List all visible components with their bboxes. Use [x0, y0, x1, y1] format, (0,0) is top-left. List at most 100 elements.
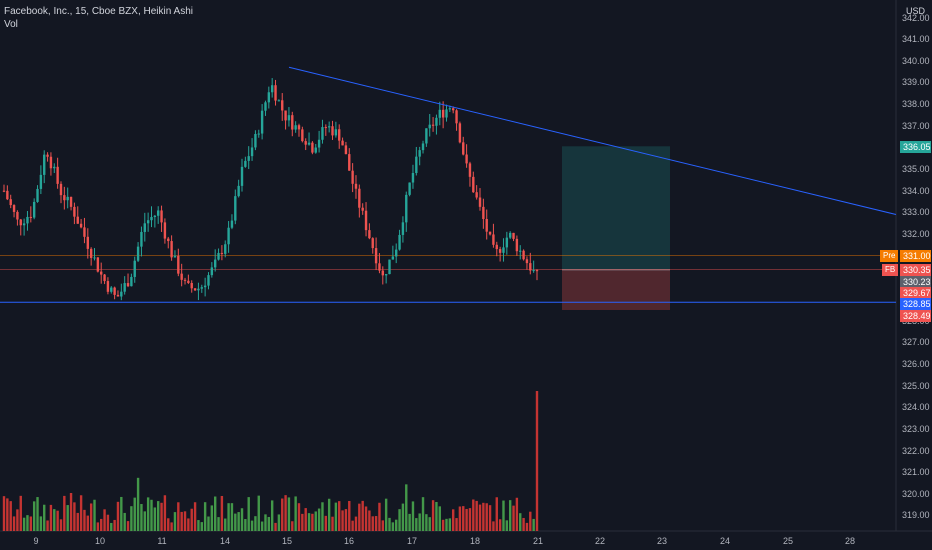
volume-bar [535, 391, 539, 531]
candle-body [358, 188, 361, 208]
candle-body [465, 154, 468, 164]
candle-body [462, 142, 465, 155]
candle-body [213, 259, 217, 268]
volume-bar [207, 516, 210, 531]
volume-bar [123, 512, 126, 531]
candle-body [260, 110, 264, 134]
volume-bar [492, 521, 495, 531]
candle-body [371, 238, 374, 249]
candle-body [19, 219, 22, 226]
volume-bar [488, 505, 492, 531]
candle-body [93, 257, 96, 259]
candle-body [435, 117, 438, 126]
candle-body [304, 141, 307, 145]
volume-bar [441, 519, 445, 531]
candle-body [69, 196, 73, 207]
candle-body [110, 287, 113, 292]
volume-bar [116, 501, 120, 531]
volume-bar [371, 516, 374, 531]
candle-body [46, 154, 49, 157]
candle-body [455, 110, 458, 124]
time-tick-label: 18 [469, 536, 481, 546]
last-price-tag: 330.35 [900, 264, 931, 276]
volume-bar [324, 515, 328, 531]
candle-body [301, 129, 304, 142]
candle-body [475, 192, 478, 198]
candle-body [113, 287, 116, 295]
candle-body [210, 267, 214, 276]
volume-bar [398, 509, 401, 531]
volume-bar [250, 520, 254, 531]
volume-bar [284, 495, 287, 531]
candle-body [421, 143, 425, 151]
volume-bar [508, 500, 512, 531]
descending-trend-line [288, 66, 897, 216]
candle-body [106, 281, 110, 292]
volume-bar [401, 503, 405, 531]
volume-bar [113, 519, 116, 531]
candle-body [418, 150, 421, 157]
price-tick-label: 338.00 [902, 99, 930, 110]
currency-label: USD [906, 6, 926, 16]
candle-body [448, 108, 452, 110]
candle-body [525, 259, 529, 264]
volume-bar [391, 522, 395, 531]
candle-body [428, 124, 431, 129]
volume-bar [327, 498, 331, 531]
volume-bar [240, 508, 244, 531]
time-tick-label: 25 [782, 536, 794, 546]
candle-body [153, 215, 157, 218]
volume-bar [183, 511, 187, 531]
volume-bar [267, 516, 271, 531]
volume-bar [512, 505, 515, 531]
time-tick-label: 9 [33, 536, 39, 546]
candle-body [287, 115, 291, 121]
price-tick-label: 334.00 [902, 185, 930, 196]
volume-bar [468, 508, 472, 531]
volume-bar [428, 517, 431, 531]
candle-body [150, 217, 153, 221]
price-tag-red: 329.67 [900, 287, 931, 299]
candle-body [388, 259, 391, 275]
candle-body [220, 252, 224, 254]
volume-bar [374, 516, 378, 531]
volume-bar [445, 518, 448, 531]
candle-body [73, 206, 76, 217]
volume-bar [227, 503, 230, 531]
volume-bar [22, 517, 26, 531]
candle-body [284, 110, 287, 121]
volume-bar [448, 518, 452, 531]
volume-bar [338, 501, 341, 531]
volume-bar [143, 511, 146, 531]
volume-indicator-label[interactable]: Vol [4, 19, 18, 30]
volume-bar [287, 497, 291, 531]
volume-bar [213, 496, 217, 531]
candle-body [29, 216, 33, 218]
volume-bar [43, 504, 46, 531]
candle-body [173, 255, 177, 258]
volume-bar [462, 506, 465, 531]
price-tick-label: 322.00 [902, 445, 930, 456]
candle-body [415, 156, 418, 174]
stop-price-tag: 328.49 [900, 310, 931, 322]
candle-body [294, 125, 297, 130]
volume-bar [193, 502, 197, 531]
candle-body [334, 129, 338, 136]
candle-body [244, 160, 247, 167]
candle-body [103, 274, 106, 282]
pre-market-price-tag: 331.00 [900, 250, 931, 262]
price-tick-label: 326.00 [902, 358, 930, 369]
volume-bar [130, 506, 133, 531]
volume-bar [9, 501, 12, 531]
volume-bar [451, 509, 455, 531]
support-price-tag: 328.85 [900, 298, 931, 310]
volume-bar [515, 497, 519, 531]
volume-bar [160, 502, 163, 531]
candle-body [254, 133, 257, 148]
candle-body [39, 174, 43, 189]
candle-body [532, 270, 535, 272]
candle-body [498, 249, 502, 253]
price-tick-label: 325.00 [902, 380, 930, 391]
volume-bar [264, 514, 267, 531]
